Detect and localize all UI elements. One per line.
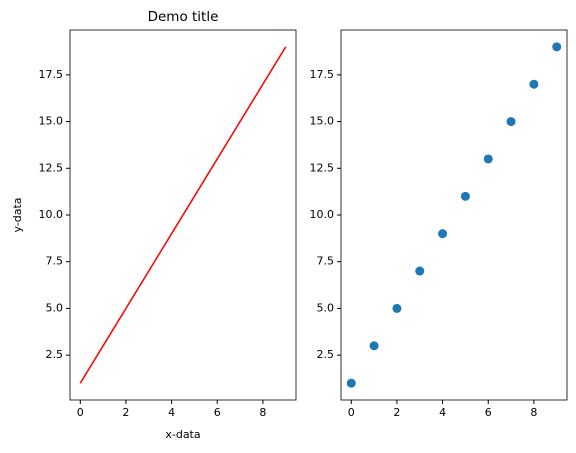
y-tick-label: 15.0 xyxy=(310,115,335,128)
x-tick-label: 6 xyxy=(214,406,221,419)
x-tick-label: 2 xyxy=(393,406,400,419)
data-point xyxy=(506,117,516,127)
y-tick-label: 10.0 xyxy=(310,208,335,221)
y-tick-label: 2.5 xyxy=(317,348,335,361)
y-tick-label: 2.5 xyxy=(46,348,64,361)
y-tick-label: 17.5 xyxy=(39,68,64,81)
data-point xyxy=(552,42,562,52)
y-tick-label: 10.0 xyxy=(39,208,64,221)
y-tick-label: 7.5 xyxy=(46,255,64,268)
y-tick-label: 12.5 xyxy=(39,161,64,174)
x-tick-label: 4 xyxy=(168,406,175,419)
x-tick-label: 8 xyxy=(530,406,537,419)
x-tick-label: 0 xyxy=(77,406,84,419)
data-point xyxy=(460,191,470,201)
axes-frame xyxy=(340,29,568,401)
x-tick-label: 2 xyxy=(122,406,129,419)
y-tick-label: 15.0 xyxy=(39,115,64,128)
x-tick-label: 8 xyxy=(259,406,266,419)
x-tick-label: 4 xyxy=(439,406,446,419)
y-tick-label: 5.0 xyxy=(317,301,335,314)
chart-title: Demo title xyxy=(148,9,219,25)
y-tick-label: 17.5 xyxy=(310,68,335,81)
data-line xyxy=(79,46,287,384)
x-axis-label: x-data xyxy=(165,428,200,441)
y-axis-label: y-data xyxy=(11,197,24,232)
data-point xyxy=(392,303,402,313)
data-point xyxy=(346,378,356,388)
y-tick-label: 12.5 xyxy=(310,161,335,174)
data-point xyxy=(415,266,425,276)
y-tick-label: 5.0 xyxy=(46,301,64,314)
data-point xyxy=(529,79,539,89)
x-tick-label: 6 xyxy=(485,406,492,419)
axes-frame xyxy=(69,29,297,401)
x-tick-label: 0 xyxy=(348,406,355,419)
data-point xyxy=(369,341,379,351)
data-point xyxy=(483,154,493,164)
y-tick-label: 7.5 xyxy=(317,255,335,268)
data-point xyxy=(438,229,448,239)
